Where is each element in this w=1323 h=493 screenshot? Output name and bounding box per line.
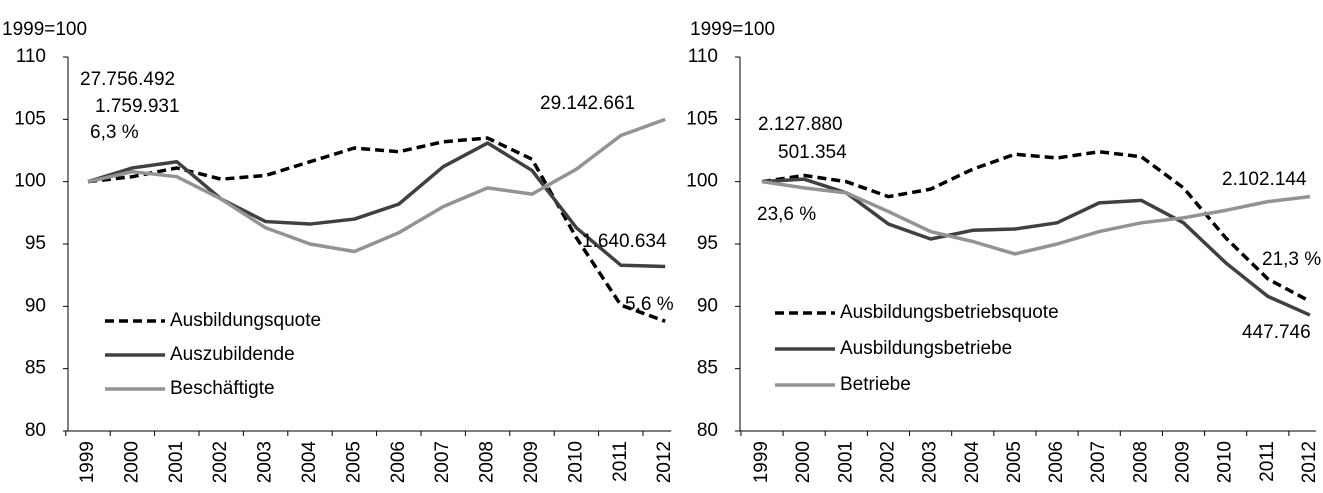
annotation: 1.640.634	[582, 231, 667, 252]
y-tick-label: 105	[14, 108, 46, 129]
x-tick-label: 2012	[1299, 441, 1320, 483]
annotation: 5,6 %	[625, 294, 674, 315]
x-tick-label: 1999	[751, 441, 772, 483]
y-tick-label: 95	[697, 233, 718, 254]
chart-panel: 1999=100 80 85 90 95 100 105 110 1999 2000 2001 200…	[2, 19, 675, 483]
annotation: 2.127.880	[758, 114, 843, 135]
x-tick-label: 2007	[1088, 441, 1109, 483]
x-tick-label: 2006	[1046, 441, 1067, 483]
series-line	[87, 117, 666, 254]
series-line	[87, 141, 666, 269]
y-axis-label: 1999=100	[690, 19, 775, 40]
annotation: 2.102.144	[1222, 169, 1307, 190]
annotation: 1.759.931	[95, 96, 180, 117]
x-tick-label: 2003	[920, 441, 941, 483]
annotation: 501.354	[778, 142, 847, 163]
x-tick-label: 2004	[962, 441, 983, 484]
y-tick-label: 95	[25, 233, 46, 254]
y-tick-label: 80	[697, 420, 718, 441]
x-tick-label: 2009	[1173, 441, 1194, 483]
y-tick-label: 80	[25, 420, 46, 441]
x-tick-label: 2010	[565, 441, 586, 483]
legend-label: Auszubildende	[170, 344, 295, 365]
x-tick-label: 2002	[210, 441, 231, 483]
x-tick-label: 2005	[343, 441, 364, 483]
x-tick-label: 2008	[1130, 441, 1151, 483]
legend-label: Ausbildungsquote	[170, 310, 321, 331]
x-tick-label: 2003	[255, 441, 276, 483]
x-tick-label: 2001	[166, 441, 187, 483]
x-tick-label: 2011	[610, 441, 631, 482]
x-tick-label: 2002	[877, 441, 898, 483]
legend-label: Beschäftigte	[170, 378, 275, 399]
y-tick-label: 90	[25, 295, 46, 316]
y-tick-label: 85	[25, 358, 46, 379]
x-tick-label: 2004	[299, 441, 320, 484]
legend-box	[97, 298, 337, 420]
x-tick-label: 2007	[432, 441, 453, 483]
series-line	[761, 177, 1311, 317]
x-tick-label: 2000	[793, 441, 814, 483]
annotation: 447.746	[1242, 322, 1311, 343]
x-tick-label: 2009	[521, 441, 542, 483]
y-tick-label: 90	[697, 295, 718, 316]
annotation: 29.142.661	[540, 93, 635, 114]
x-tick-label: 2006	[388, 441, 409, 483]
x-tick-label: 1999	[77, 441, 98, 483]
chart-panel: 1999=100 80 85 90 95 100 105 110 1999 2000 2001 200…	[686, 19, 1321, 483]
annotation: 27.756.492	[80, 69, 175, 90]
y-tick-label: 100	[686, 171, 718, 192]
y-tick-label: 110	[688, 46, 718, 67]
legend-label: Ausbildungsbetriebe	[840, 338, 1012, 359]
y-tick-label: 100	[14, 171, 46, 192]
legend-label: Ausbildungsbetriebsquote	[840, 302, 1059, 323]
annotation: 21,3 %	[1262, 249, 1321, 270]
series-line	[87, 136, 666, 323]
y-tick-label: 110	[16, 46, 46, 67]
x-tick-label: 2000	[121, 441, 142, 483]
x-tick-label: 2008	[477, 441, 498, 483]
y-axis-label: 1999=100	[2, 19, 87, 40]
series-line	[761, 149, 1311, 303]
x-tick-label: 2001	[835, 441, 856, 483]
y-tick-label: 105	[686, 108, 718, 129]
legend-label: Betriebe	[840, 374, 911, 395]
annotation: 6,3 %	[90, 122, 139, 143]
x-tick-label: 2012	[654, 441, 675, 483]
y-tick-label: 85	[697, 358, 718, 379]
annotation: 23,6 %	[757, 204, 816, 225]
series-line	[761, 179, 1311, 256]
x-tick-label: 2005	[1004, 441, 1025, 483]
x-tick-label: 2011	[1257, 441, 1278, 482]
x-tick-label: 2010	[1215, 441, 1236, 483]
